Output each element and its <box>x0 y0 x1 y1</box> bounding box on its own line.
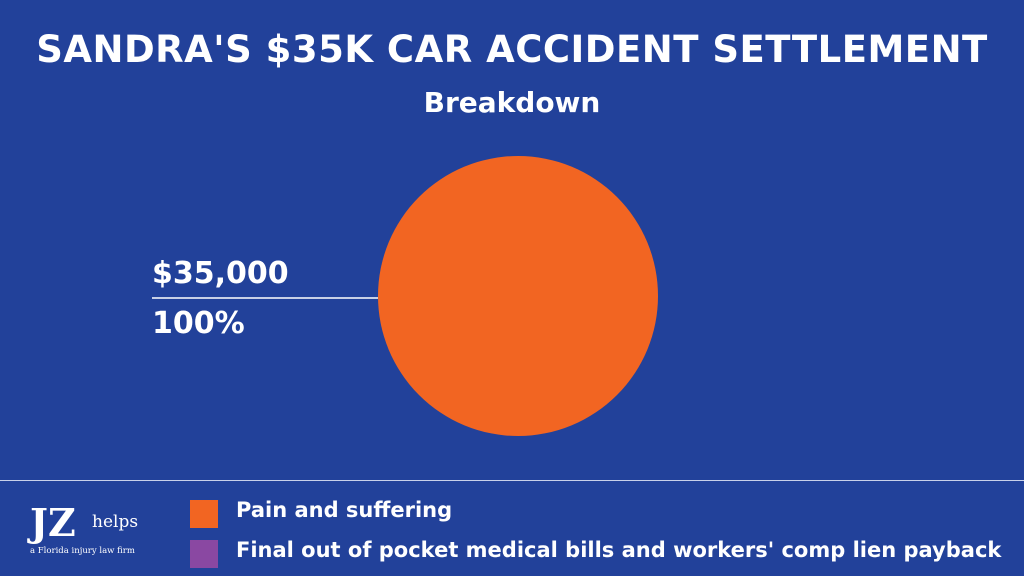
legend-label: Final out of pocket medical bills and wo… <box>236 538 1002 562</box>
chart-subtitle: Breakdown <box>423 86 601 119</box>
slice-value-label: $35,000 <box>152 256 289 291</box>
logo-tagline: a Florida injury law firm <box>30 546 135 556</box>
legend-swatch <box>190 540 218 568</box>
chart-title: SANDRA'S $35K CAR ACCIDENT SETTLEMENT <box>36 28 988 71</box>
pie-chart <box>152 156 658 436</box>
footer-divider <box>0 480 1024 481</box>
logo-word: helps <box>92 512 139 532</box>
logo-mark: JZ <box>30 500 76 545</box>
jz-helps-logo: JZ helps a Florida injury law firm <box>30 498 180 568</box>
pie-slice-0 <box>378 156 658 436</box>
legend-label: Pain and suffering <box>236 498 453 522</box>
legend-swatch <box>190 500 218 528</box>
slice-percent-label: 100% <box>152 306 245 341</box>
